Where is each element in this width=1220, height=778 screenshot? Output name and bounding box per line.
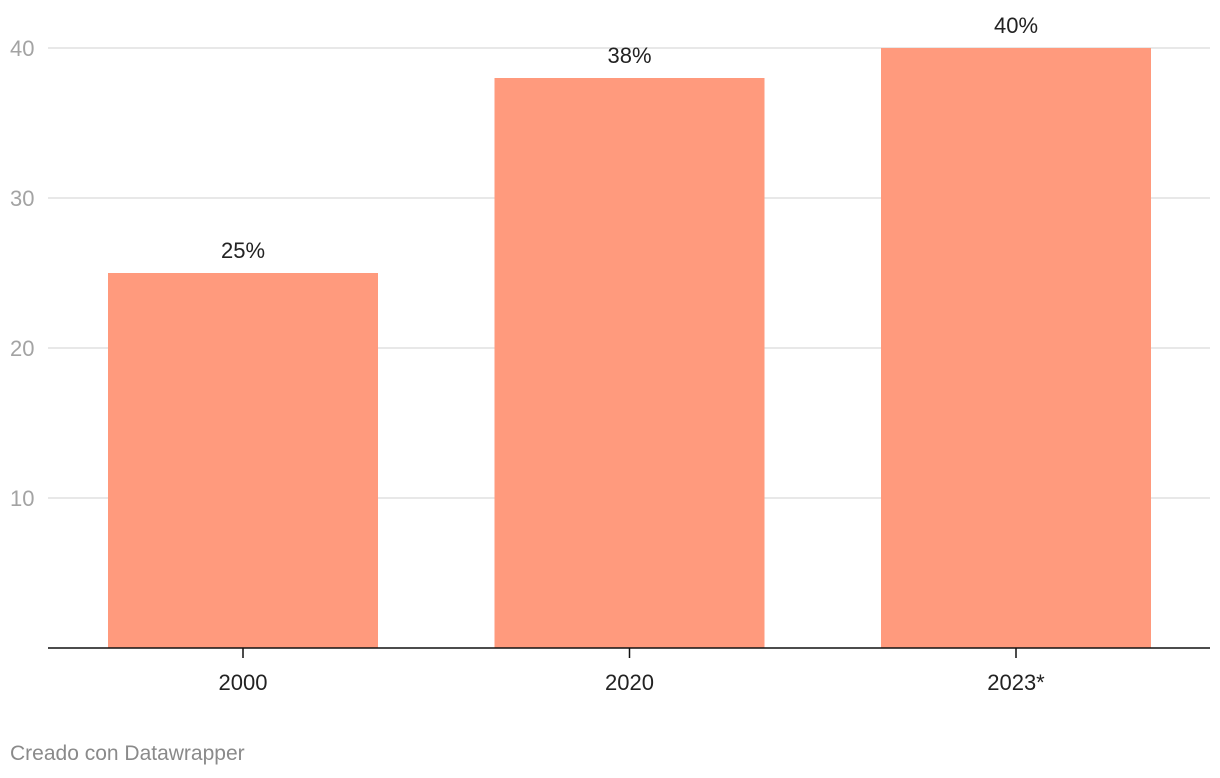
x-axis: 2000 2020 2023*: [48, 647, 1210, 695]
bar-2023*: [881, 48, 1151, 648]
footer-credit: Creado con Datawrapper: [10, 742, 245, 765]
data-label-2023*: 40%: [994, 13, 1038, 38]
bar-2000: [108, 273, 378, 648]
bar-2020: [494, 78, 765, 648]
y-tick-label-40: 40: [10, 36, 34, 61]
data-labels: 25% 38% 40%: [221, 13, 1038, 263]
y-tick-label-10: 10: [10, 486, 34, 511]
data-label-2020: 38%: [607, 43, 651, 68]
bars: [108, 48, 1151, 648]
y-tick-label-30: 30: [10, 186, 34, 211]
y-axis-tick-labels: 10 20 30 40: [10, 36, 34, 511]
x-tick-label-2020: 2020: [605, 670, 654, 695]
bar-chart: 10 20 30 40 25% 38% 40% 2000 2020 2023*: [10, 13, 1210, 695]
data-label-2000: 25%: [221, 238, 265, 263]
x-tick-label-2000: 2000: [219, 670, 268, 695]
x-tick-label-2023*: 2023*: [987, 670, 1045, 695]
y-tick-label-20: 20: [10, 336, 34, 361]
